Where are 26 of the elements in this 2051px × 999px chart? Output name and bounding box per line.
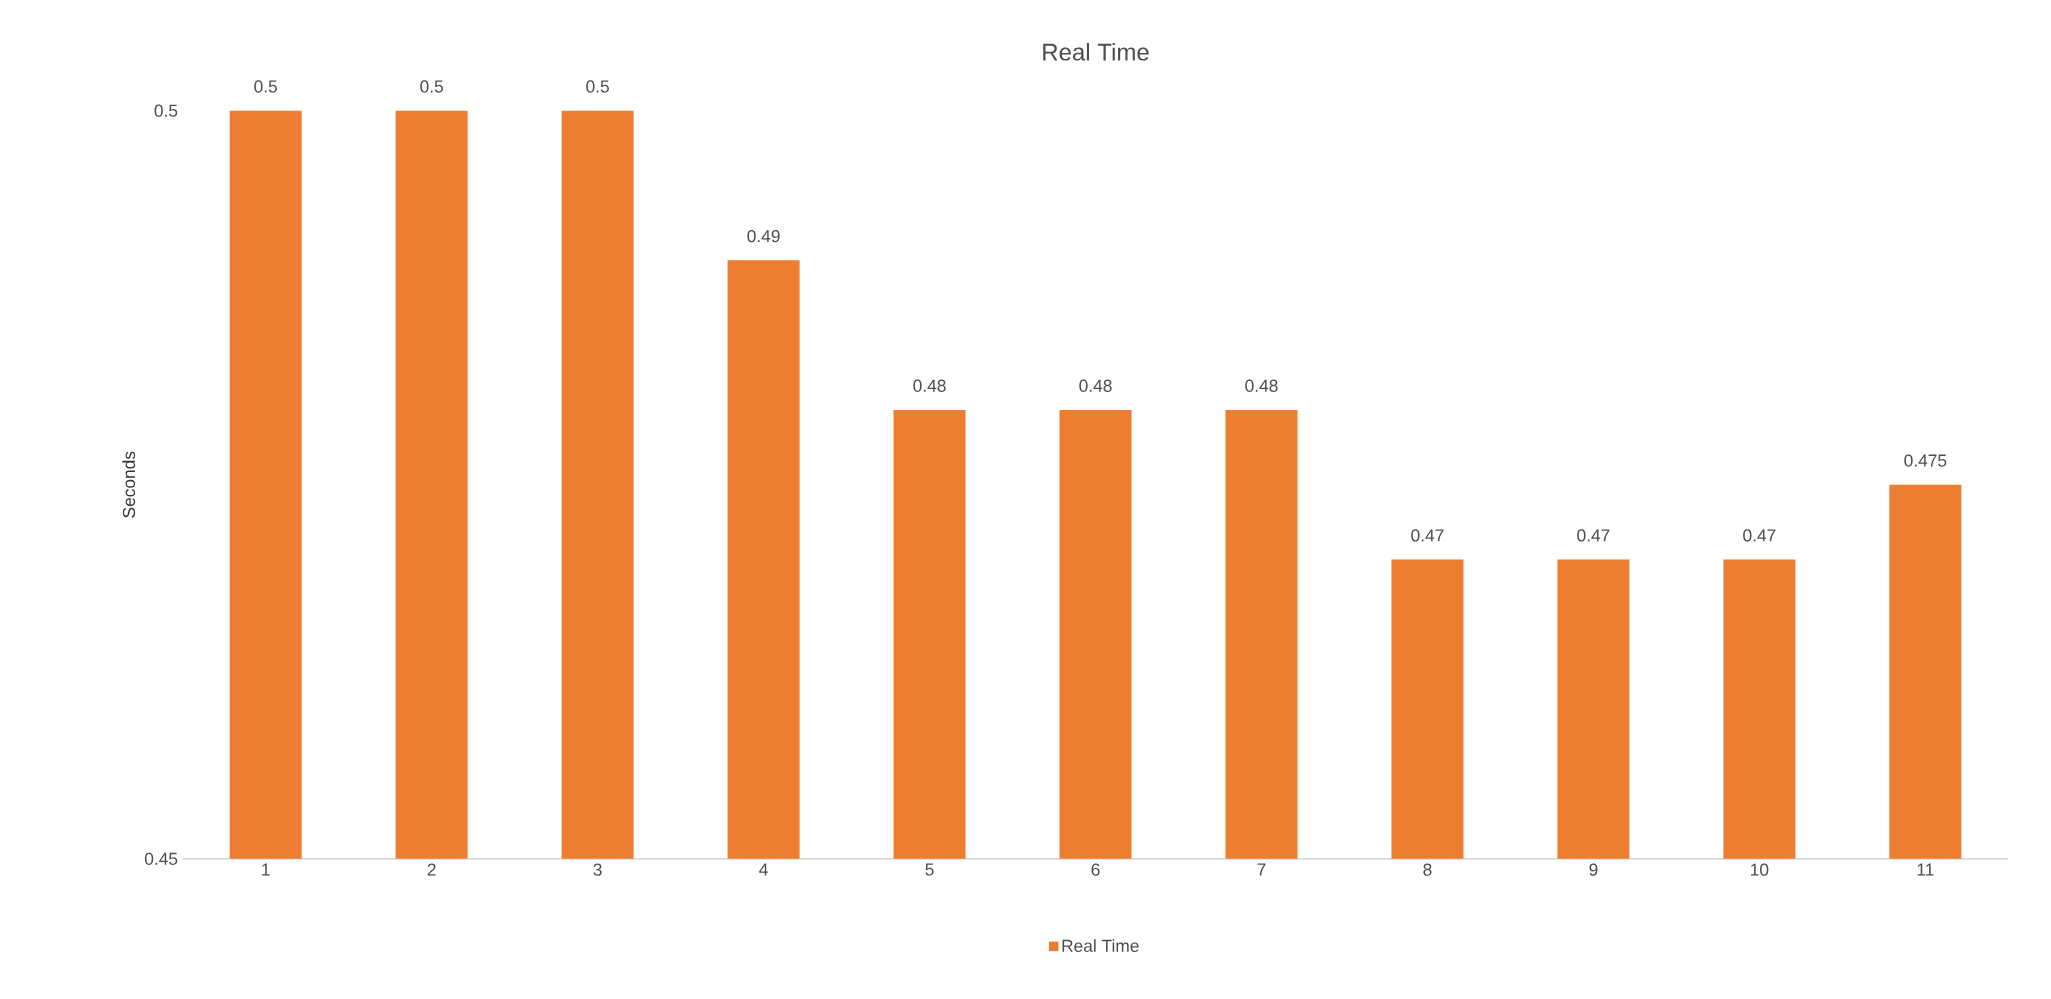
x-tick-label: 5 [925, 863, 934, 876]
x-tick-label: 7 [1257, 863, 1266, 876]
x-tick-label: 8 [1423, 863, 1432, 876]
y-axis-title: Seconds [122, 451, 136, 518]
data-label: 0.48 [1245, 379, 1278, 392]
chart-title: Real Time [1043, 43, 1149, 61]
x-tick-label: 11 [1917, 863, 1934, 876]
x-tick-label: 1 [262, 863, 270, 876]
data-label: 0.5 [254, 80, 277, 93]
data-label: 0.48 [913, 379, 946, 392]
data-label: 0.47 [1743, 529, 1776, 542]
x-tick-label: 2 [427, 863, 436, 876]
data-label: 0.49 [747, 230, 780, 243]
data-label: 0.48 [1079, 379, 1112, 392]
x-tick-label: 6 [1091, 863, 1100, 876]
data-label: 0.475 [1904, 454, 1947, 467]
x-tick-label: 4 [759, 863, 768, 876]
x-tick-label: 3 [593, 863, 602, 876]
data-label: 0.47 [1577, 529, 1610, 542]
y-tick-label: 0.45 [144, 852, 178, 866]
data-label: 0.5 [586, 80, 609, 93]
x-tick-label: 9 [1589, 863, 1598, 876]
data-label: 0.47 [1411, 529, 1444, 542]
legend-label: Real Time [1062, 939, 1139, 953]
data-label: 0.5 [420, 80, 443, 93]
x-tick-label: 10 [1751, 863, 1769, 876]
